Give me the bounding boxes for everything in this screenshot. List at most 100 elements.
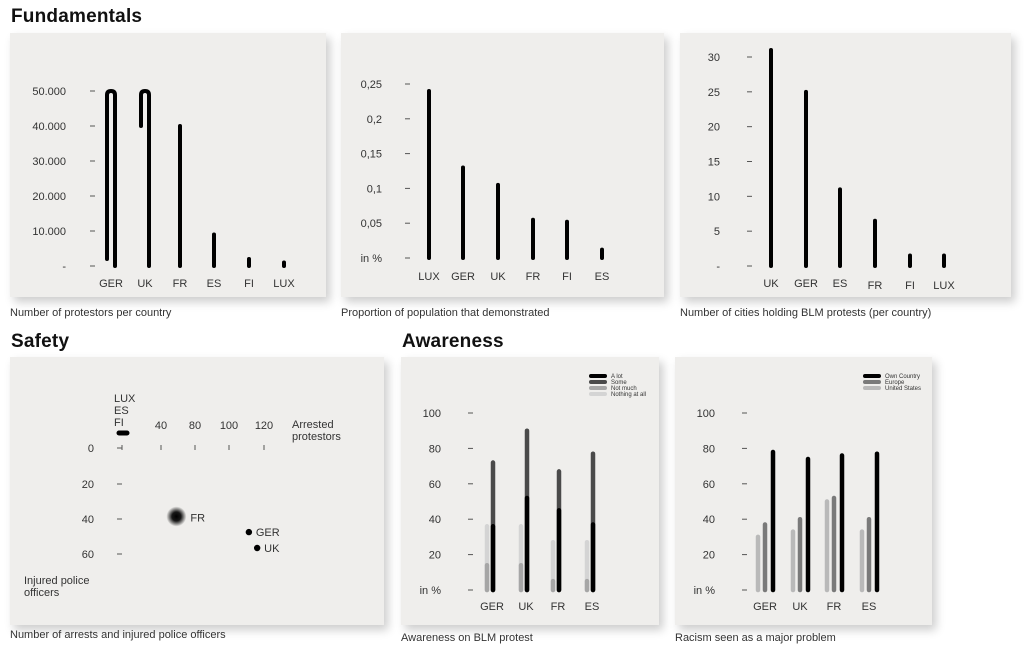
section-title-safety: Safety [11, 331, 70, 352]
protestors-category-label: ES [207, 278, 222, 290]
arrests-ytick-label: 60 [82, 549, 94, 561]
awareness-caption: Awareness on BLM protest [401, 632, 533, 644]
proportion-caption: Proportion of population that demonstrat… [341, 307, 550, 319]
awareness-legend-label-some: Some [611, 380, 627, 386]
protestors-ytick-label: 20.000 [32, 191, 66, 203]
protestors-category-label: GER [99, 278, 123, 290]
arrests-point-label-fr: FR [190, 512, 205, 524]
proportion-category-label: FR [526, 271, 541, 283]
cities-category-label: FR [868, 280, 883, 292]
arrests-xtick-label: 100 [220, 420, 238, 432]
racism-category-label: FR [827, 601, 842, 613]
racism-category-label: ES [862, 601, 877, 613]
protestors-category-label: LUX [273, 278, 295, 290]
arrests-point-uk [253, 544, 261, 552]
proportion-category-label: GER [451, 271, 475, 283]
awareness-ytick-label: 60 [429, 479, 441, 491]
arrests-ytick-label: 0 [88, 443, 94, 455]
racism-ytick-label: 60 [703, 479, 715, 491]
racism-category-label: GER [753, 601, 777, 613]
awareness-legend-label-nothing-at-all: Nothing at all [611, 392, 646, 398]
protestors-chart: 50.000 40.000 30.000 20.000 10.000 - GER UK FR ES… [32, 86, 295, 290]
arrests-ytick-label: 40 [82, 514, 94, 526]
proportion-category-label: FI [562, 271, 572, 283]
proportion-ytick-label: in % [361, 253, 383, 265]
cities-category-label: UK [763, 278, 779, 290]
protestors-caption: Number of protestors per country [10, 307, 172, 319]
proportion-ytick-label: 0,2 [367, 114, 382, 126]
arrests-chart-panel: 40 80 100 120 0 20 40 60 Arrested protestors Injur… [10, 357, 384, 625]
proportion-ytick-label: 0,05 [361, 218, 382, 230]
awareness-legend-label-a-lot: A lot [611, 374, 623, 380]
racism-ytick-label: 80 [703, 443, 715, 455]
protestors-ytick-label: 50.000 [32, 86, 66, 98]
proportion-chart-panel: 0,25 0,2 0,15 0,1 0,05 in % LUX GER UK FR FI ES [341, 33, 664, 297]
awareness-ytick-label: 40 [429, 514, 441, 526]
protestors-bar-uk [139, 89, 151, 268]
protestors-ytick-label: 10.000 [32, 226, 66, 238]
awareness-category-label: UK [518, 601, 534, 613]
awareness-chart-panel: 100 80 60 40 20 in % A lot Some Not much Nothing … [401, 357, 659, 625]
section-title-awareness: Awareness [402, 331, 504, 352]
awareness-category-label: FR [551, 601, 566, 613]
racism-legend-label-own-country: Own Country [885, 374, 920, 380]
cities-chart: 30 25 20 15 10 5 - UK GER ES FR FI LUX [708, 48, 955, 292]
cities-ytick-label: - [716, 261, 720, 273]
racism-chart-panel: 100 80 60 40 20 in % Own Country Europe United S… [675, 357, 932, 625]
arrests-point-fr [166, 506, 187, 527]
proportion-ytick-label: 0,25 [361, 79, 382, 91]
racism-ytick-label: 100 [697, 408, 715, 420]
cities-chart-panel: 30 25 20 15 10 5 - UK GER ES FR FI LUX [680, 33, 1011, 297]
cities-ytick-label: 5 [714, 226, 720, 238]
awareness-category-label: ES [585, 601, 600, 613]
proportion-category-label: ES [595, 271, 610, 283]
protestors-category-label: FR [173, 278, 188, 290]
protestors-category-label: FI [244, 278, 254, 290]
protestors-ytick-label: 40.000 [32, 121, 66, 133]
racism-ytick-label: in % [694, 585, 716, 597]
cities-category-label: ES [833, 278, 848, 290]
awareness-category-label: GER [480, 601, 504, 613]
cities-category-label: GER [794, 278, 818, 290]
awareness-legend-label-not-much: Not much [611, 386, 637, 392]
awareness-ytick-label: 100 [423, 408, 441, 420]
proportion-category-label: UK [490, 271, 506, 283]
arrests-point-label-ger: GER [256, 527, 280, 539]
protestors-bar-ger [105, 89, 117, 268]
racism-caption: Racism seen as a major problem [675, 632, 836, 644]
arrests-caption: Number of arrests and injured police off… [10, 629, 226, 641]
protestors-category-label: UK [137, 278, 153, 290]
arrests-xtick-label: 80 [189, 420, 201, 432]
proportion-category-label: LUX [418, 271, 440, 283]
racism-ytick-label: 40 [703, 514, 715, 526]
awareness-ytick-label: in % [420, 585, 442, 597]
awareness-ytick-label: 80 [429, 443, 441, 455]
arrests-x-axis-title: Arrested protestors [292, 419, 341, 443]
proportion-ytick-label: 0,15 [361, 149, 382, 161]
arrests-point-label-es: ES [114, 405, 129, 417]
racism-ytick-label: 20 [703, 550, 715, 562]
racism-legend-label-europe: Europe [885, 380, 905, 386]
cities-ytick-label: 10 [708, 191, 720, 203]
arrests-point-label-lux: LUX [114, 393, 136, 405]
section-title-fundamentals: Fundamentals [11, 6, 143, 27]
cities-ytick-label: 15 [708, 157, 720, 169]
protestors-chart-panel: 50.000 40.000 30.000 20.000 10.000 - GER UK FR ES… [10, 33, 326, 297]
protestors-ytick-label: 30.000 [32, 156, 66, 168]
arrests-point-label-uk: UK [264, 543, 280, 555]
arrests-chart: 40 80 100 120 0 20 40 60 Arrested protestors Injur… [24, 393, 341, 599]
cities-ytick-label: 30 [708, 52, 720, 64]
arrests-y-axis-title: Injured police officers [24, 575, 89, 599]
awareness-ytick-label: 20 [429, 550, 441, 562]
proportion-chart: 0,25 0,2 0,15 0,1 0,05 in % LUX GER UK FR FI ES [361, 79, 610, 283]
cities-ytick-label: 25 [708, 87, 720, 99]
proportion-ytick-label: 0,1 [367, 183, 382, 195]
cities-caption: Number of cities holding BLM protests (p… [680, 307, 932, 319]
arrests-point-ger [245, 528, 253, 536]
cities-category-label: FI [905, 280, 915, 292]
arrests-ytick-label: 20 [82, 479, 94, 491]
racism-category-label: UK [792, 601, 808, 613]
arrests-xtick-label: 120 [255, 420, 273, 432]
arrests-xtick-label: 40 [155, 420, 167, 432]
